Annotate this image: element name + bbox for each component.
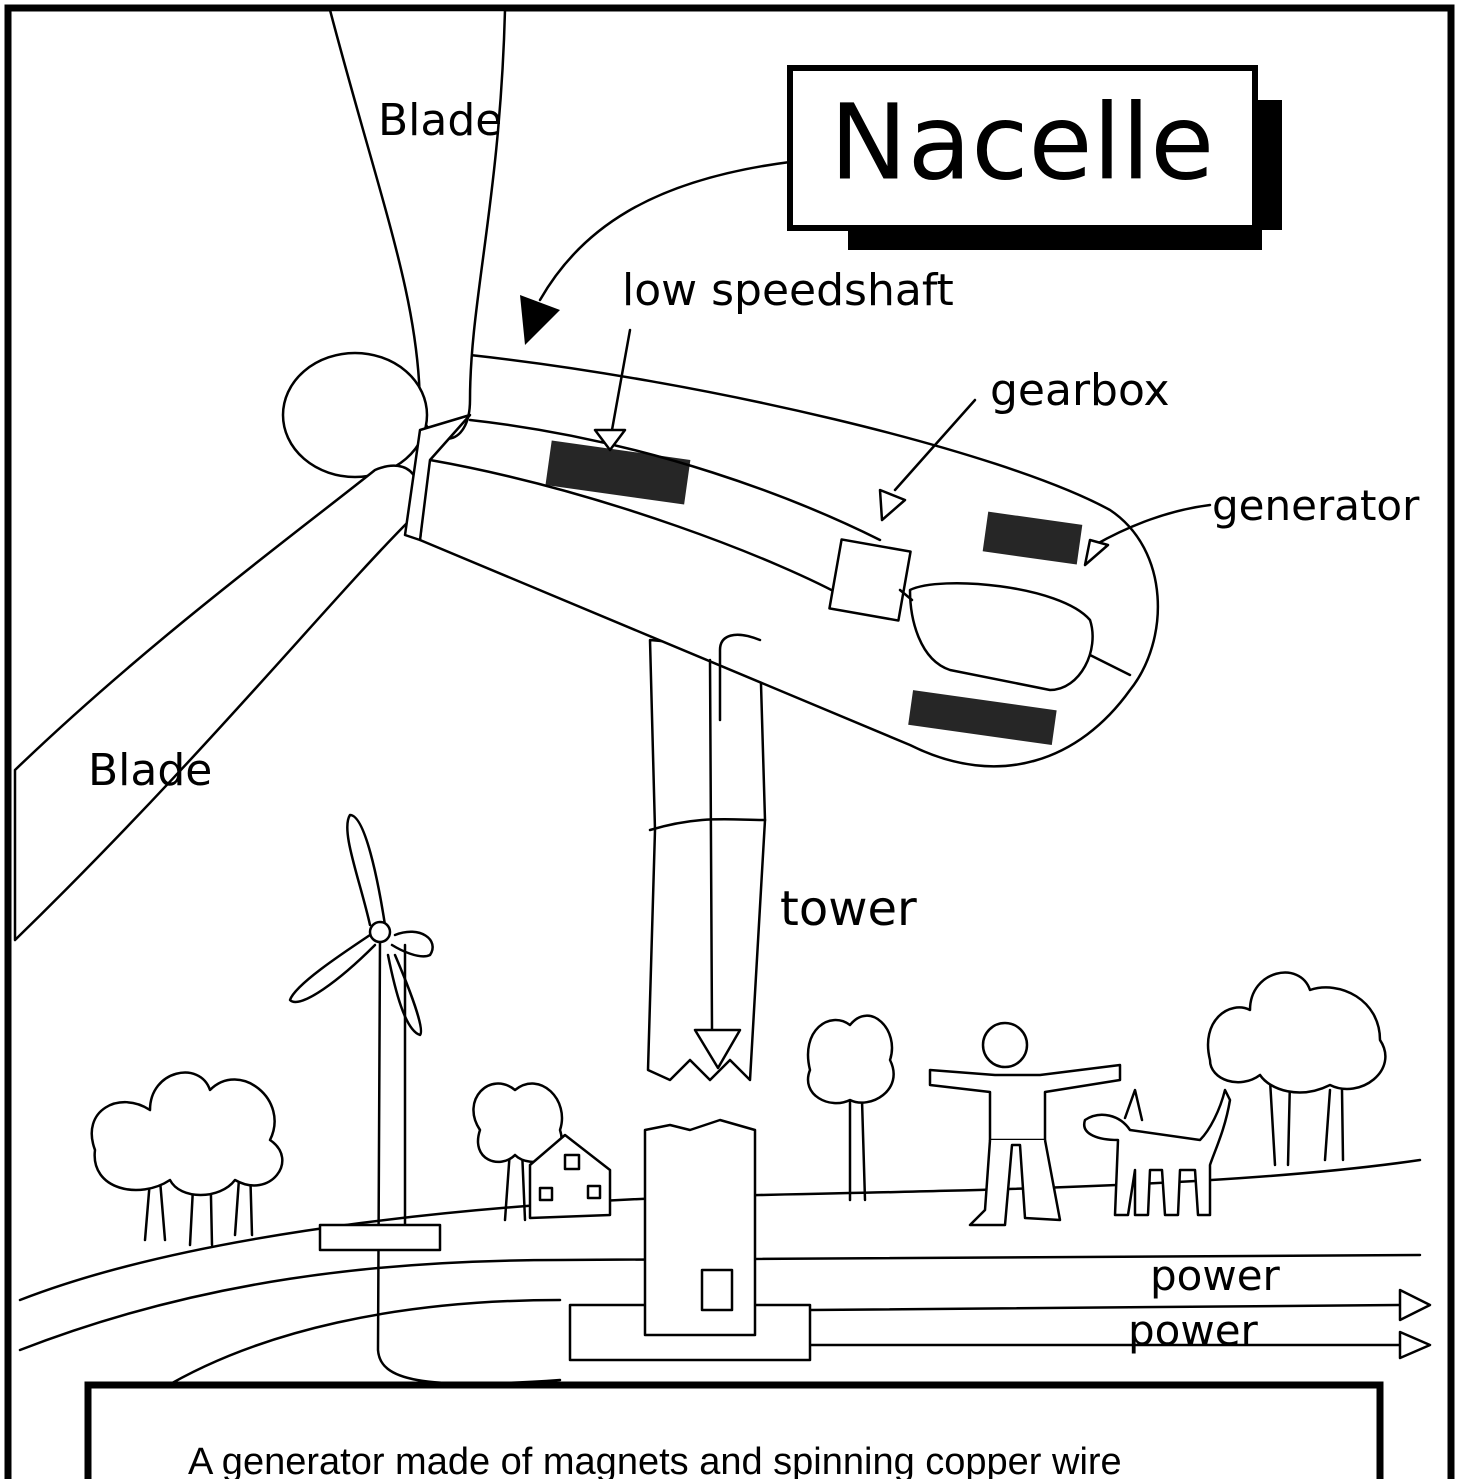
caption-box: A generator made of magnets and spinning… bbox=[88, 1385, 1380, 1479]
nacelle-title: Nacelle bbox=[830, 81, 1214, 203]
tower-label: tower bbox=[780, 881, 917, 937]
blade-label: Blade bbox=[378, 95, 502, 146]
blade-label: Blade bbox=[88, 745, 212, 796]
power-label: power bbox=[1128, 1306, 1259, 1355]
shaft-label: low speedshaft bbox=[622, 265, 954, 316]
diagram: Nacelle Blade Blade low speedshaft gearb… bbox=[0, 0, 1459, 1479]
gearbox-label: gearbox bbox=[990, 365, 1170, 416]
generator-label: generator bbox=[1212, 481, 1420, 530]
power-label: power bbox=[1150, 1251, 1281, 1300]
caption: A generator made of magnets and spinning… bbox=[188, 1441, 1122, 1479]
